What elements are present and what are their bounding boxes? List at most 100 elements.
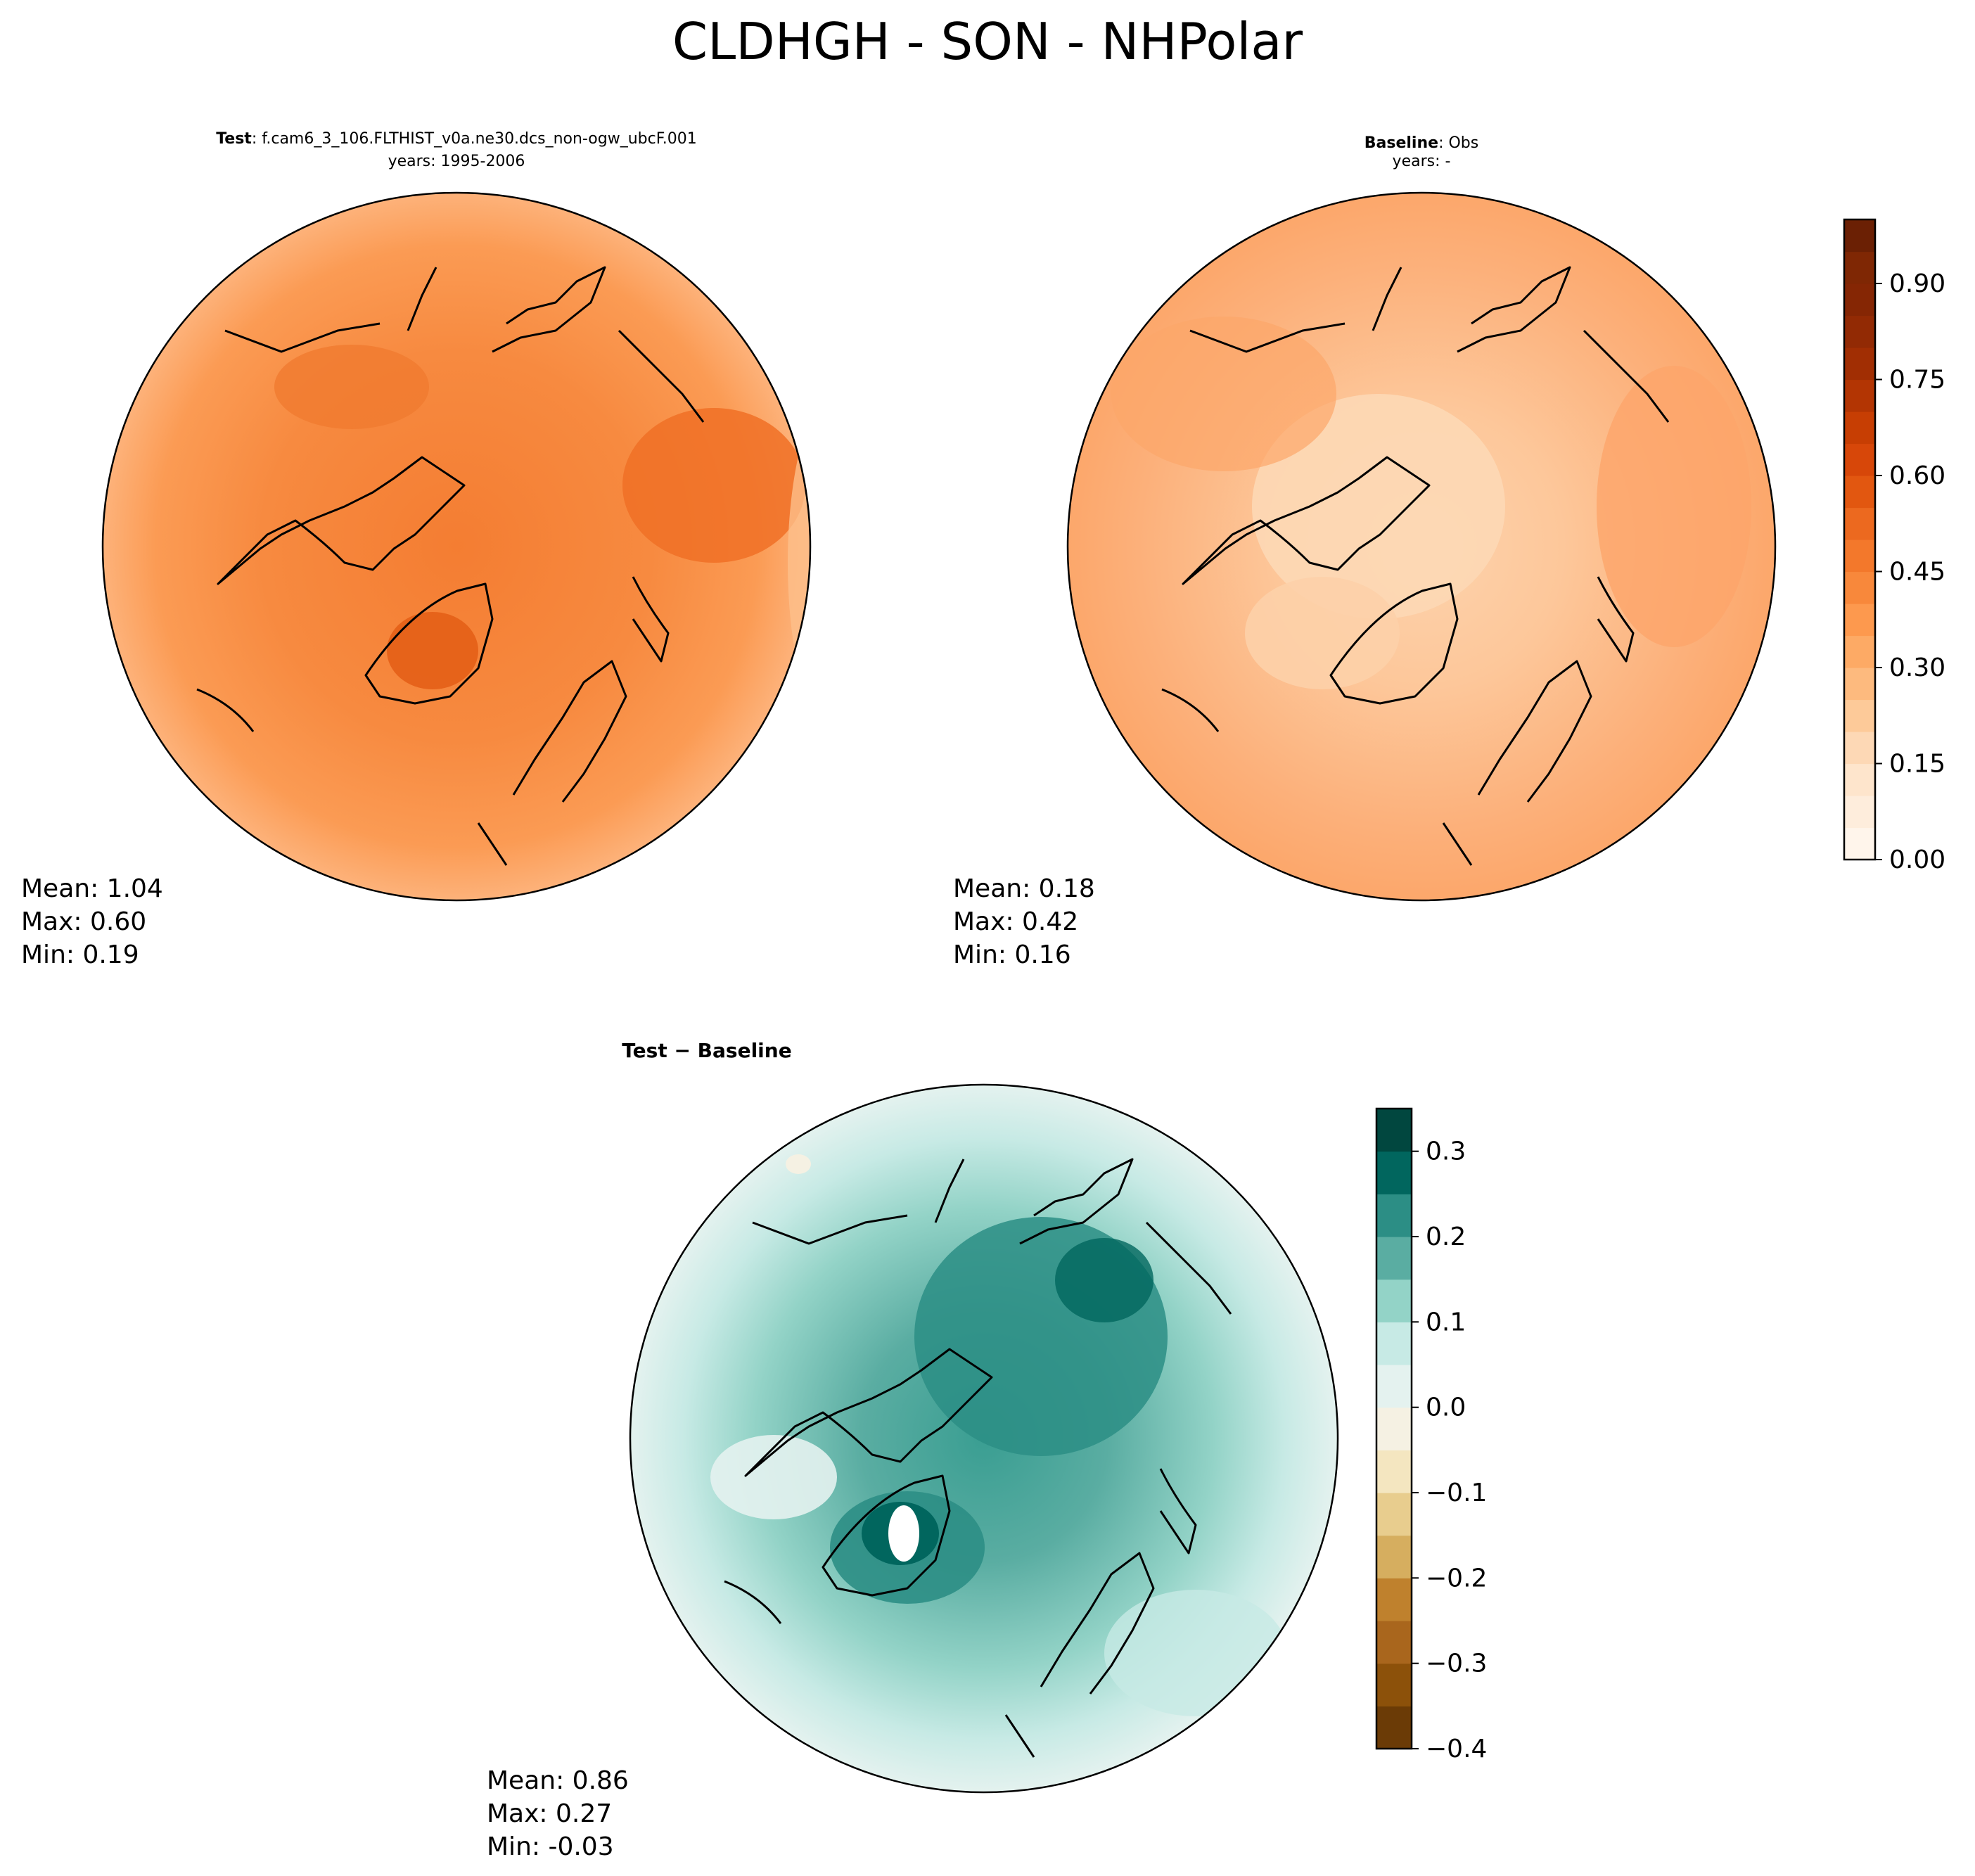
baseline-title-rest: : Obs <box>1438 134 1478 152</box>
diff-colorbar-tick-label: 0.2 <box>1426 1223 1466 1251</box>
test-atlantic-max <box>274 345 429 429</box>
diff-colorbar-segment <box>1376 1493 1412 1536</box>
main-colorbar-segment <box>1844 796 1875 829</box>
main-colorbar-tick-label: 0.45 <box>1889 558 1945 587</box>
diff-coast-north-america <box>744 1348 993 1477</box>
baseline-map-boundary <box>1066 191 1777 902</box>
main-colorbar-tick-label: 0.00 <box>1889 846 1945 874</box>
test-title-bold: Test <box>216 130 252 148</box>
test-coast-labrador <box>196 688 255 732</box>
diff-mean: Mean: 0.86 <box>487 1766 629 1795</box>
test-pacific-max <box>622 408 805 563</box>
diff-max: Max: 0.27 <box>487 1799 612 1828</box>
test-coast-greenland <box>364 582 494 705</box>
diff-colorbar-segment <box>1376 1109 1412 1152</box>
baseline-coast-uk <box>1442 822 1473 866</box>
diff-panel: Test − Baseline Mean: 0.86 <box>487 1039 1339 1861</box>
test-coastlines <box>196 266 705 866</box>
baseline-pacific-max <box>1597 366 1751 647</box>
diff-colorbar-tick-label: 0.1 <box>1426 1308 1466 1336</box>
baseline-coastlines <box>1161 266 1670 866</box>
test-panel-title: Test: f.cam6_3_106.FLTHIST_v0a.ne30.dcs_… <box>216 130 697 148</box>
main-colorbar-segment <box>1844 827 1875 860</box>
test-mean: Mean: 1.04 <box>21 874 163 903</box>
test-coast-siberia <box>492 266 606 353</box>
test-map-boundary <box>101 191 812 902</box>
diff-colorbar-tick-label: −0.1 <box>1426 1479 1487 1507</box>
test-map <box>103 193 810 900</box>
diff-map-boundary <box>629 1083 1339 1794</box>
main-colorbar-segment <box>1844 379 1875 412</box>
main-colorbar-tick-label: 0.90 <box>1889 269 1945 298</box>
figure-title: CLDHGH - SON - NHPolar <box>672 12 1303 71</box>
test-max: Max: 0.60 <box>21 907 146 936</box>
baseline-mean: Mean: 0.18 <box>953 874 1095 903</box>
diff-coast-alaska <box>934 1159 965 1223</box>
main-colorbar-segment <box>1844 315 1875 348</box>
test-coast-kamchatka <box>618 329 705 423</box>
baseline-title-bold: Baseline <box>1364 134 1438 152</box>
main-colorbar-tick-label: 0.75 <box>1889 366 1945 395</box>
diff-pacific-low <box>1104 1590 1287 1716</box>
diff-canada-low <box>710 1435 837 1519</box>
diff-colorbar-segment <box>1376 1194 1412 1237</box>
test-panel: Test: f.cam6_3_106.FLTHIST_v0a.ne30.dcs_… <box>21 130 812 969</box>
diff-colorbar-segment <box>1376 1663 1412 1706</box>
diff-coast-siberia <box>1019 1158 1134 1245</box>
diff-coast-greenland <box>822 1474 951 1597</box>
main-colorbar-segment <box>1844 347 1875 381</box>
main-colorbar-segment <box>1844 476 1875 509</box>
test-title-rest: : f.cam6_3_106.FLTHIST_v0a.ne30.dcs_non-… <box>252 130 697 148</box>
diff-colorbar-segment <box>1376 1322 1412 1365</box>
test-coast-alaska <box>407 267 437 331</box>
baseline-map <box>1068 193 1775 900</box>
diff-colorbar-segment <box>1376 1621 1412 1664</box>
main-colorbar-segment <box>1844 443 1875 476</box>
baseline-coast-scandinavia <box>1477 660 1592 803</box>
main-colorbar-segment <box>1844 635 1875 668</box>
baseline-coast-kamchatka <box>1583 329 1670 423</box>
test-coast-novaya-zemlya <box>632 576 670 663</box>
diff-coast-labrador <box>724 1580 782 1624</box>
diff-coastlines <box>724 1158 1232 1758</box>
diff-panel-title: Test − Baseline <box>622 1039 791 1062</box>
main-colorbar-segment <box>1844 507 1875 540</box>
baseline-coast-north-america <box>1182 456 1431 585</box>
diff-colorbar-segment <box>1376 1450 1412 1493</box>
main-colorbar-segment <box>1844 540 1875 573</box>
main-colorbar: 0.00 0.15 0.30 0.45 0.60 0.75 0.90 <box>1843 218 1945 874</box>
main-colorbar-segment <box>1844 251 1875 284</box>
baseline-arctic-min <box>1252 394 1505 619</box>
main-colorbar-segment <box>1844 604 1875 637</box>
diff-greenland-white <box>888 1505 919 1562</box>
diff-colorbar-tick-label: 0.0 <box>1426 1393 1466 1422</box>
main-colorbar-tick-label: 0.30 <box>1889 653 1945 682</box>
diff-siberia-high <box>1055 1238 1153 1322</box>
diff-negative-patch-nw <box>786 1154 811 1174</box>
diff-colorbar-segment <box>1376 1706 1412 1749</box>
diff-coast-scandinavia <box>1040 1552 1155 1695</box>
main-colorbar-tick-label: 0.60 <box>1889 461 1945 490</box>
diff-colorbar-segment <box>1376 1151 1412 1194</box>
main-colorbar-segment <box>1844 763 1875 796</box>
diff-colorbar-segment <box>1376 1365 1412 1408</box>
diff-colorbar-tick-label: −0.2 <box>1426 1564 1487 1593</box>
test-coast-scandinavia <box>512 660 627 803</box>
baseline-coast-novaya-zemlya <box>1597 576 1635 663</box>
test-panel-years: years: 1995-2006 <box>388 153 525 170</box>
diff-coast-canada-north <box>752 1214 908 1245</box>
baseline-coast-labrador <box>1161 688 1220 732</box>
main-colorbar-segment <box>1844 732 1875 765</box>
diff-colorbar-tick-label: −0.3 <box>1426 1650 1487 1678</box>
baseline-max: Max: 0.42 <box>953 907 1078 936</box>
diff-colorbar-segment <box>1376 1237 1412 1280</box>
baseline-coast-alaska <box>1372 267 1402 331</box>
main-colorbar-segment <box>1844 219 1875 253</box>
test-rim-min-north <box>637 193 763 239</box>
main-colorbar-frame <box>1843 218 1877 861</box>
diff-coast-novaya-zemlya <box>1159 1468 1197 1555</box>
baseline-panel: Baseline: Obs years: - Mean: 0.18 Max: 0… <box>953 134 1777 969</box>
diff-colorbar: −0.4 −0.3 −0.2 −0.1 0.0 0.1 0.2 0.3 <box>1375 1107 1487 1763</box>
baseline-panel-years: years: - <box>1393 153 1451 170</box>
diff-coast-kamchatka <box>1145 1221 1232 1315</box>
